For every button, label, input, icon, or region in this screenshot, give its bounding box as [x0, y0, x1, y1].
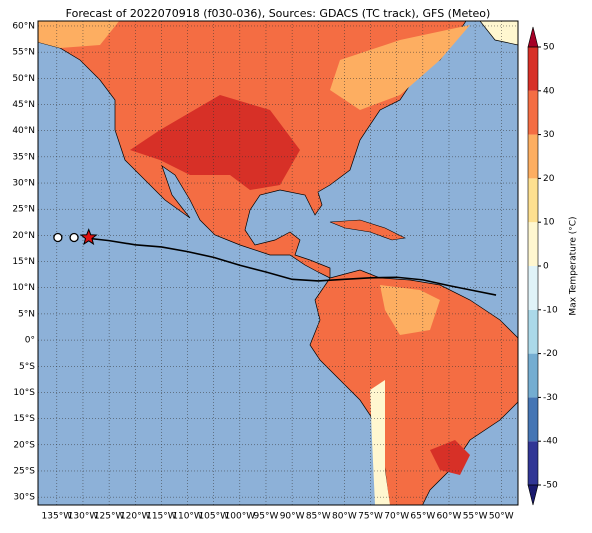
- y-tick-label: 50°N: [12, 74, 35, 84]
- y-tick-label: 0°: [25, 336, 35, 346]
- y-tick-label: 35°N: [12, 152, 35, 162]
- colorbar-tick-label: 10: [543, 218, 555, 228]
- colorbar-band: [528, 266, 538, 310]
- y-tick-label: 55°N: [12, 48, 35, 58]
- colorbar-under: [527, 484, 539, 506]
- colorbar-tick-label: 0: [543, 262, 549, 272]
- storm-track: [85, 237, 497, 296]
- colorbar-band: [528, 178, 538, 223]
- past-position: [69, 232, 79, 243]
- past-position: [53, 232, 63, 243]
- y-tick-label: 30°N: [12, 179, 35, 189]
- y-tick-label: 45°N: [12, 100, 35, 110]
- x-tick-label: 80°W: [332, 512, 357, 522]
- colorbar-band: [528, 47, 538, 91]
- x-tick-label: 95°W: [254, 512, 279, 522]
- colorbar-band: [528, 309, 538, 354]
- colorbar-tick-label: 20: [543, 174, 555, 184]
- colorbar-tick-label: -30: [543, 393, 558, 403]
- colorbar-band: [528, 397, 538, 442]
- x-tick-label: 65°W: [410, 512, 435, 522]
- y-tick-label: 5°N: [18, 309, 35, 319]
- y-tick-label: 20°S: [13, 440, 35, 450]
- land: [38, 21, 518, 505]
- x-tick-label: 90°W: [280, 512, 305, 522]
- current-position: [79, 228, 98, 246]
- colorbar-band: [528, 90, 538, 135]
- y-tick-label: 60°N: [12, 21, 35, 31]
- colorbar-band: [528, 353, 538, 398]
- y-tick-label: 20°N: [12, 231, 35, 241]
- colorbar-tick-label: -50: [543, 481, 558, 491]
- colorbar-tick-label: 30: [543, 130, 555, 140]
- y-tick-label: 15°N: [12, 257, 35, 267]
- colorbar-band: [528, 222, 538, 266]
- map-frame: [37, 20, 519, 506]
- y-tick-label: 5°S: [19, 362, 35, 372]
- x-tick-label: 120°W: [120, 512, 151, 522]
- colorbar-tick-label: -20: [543, 349, 558, 359]
- x-tick-label: 60°W: [437, 512, 462, 522]
- y-tick-label: 15°S: [13, 414, 35, 424]
- y-tick-label: 40°N: [12, 126, 35, 136]
- x-tick-label: 50°W: [489, 512, 514, 522]
- x-tick-label: 55°W: [463, 512, 488, 522]
- x-tick-label: 85°W: [306, 512, 331, 522]
- chart-title: Forecast of 2022070918 (f030-036), Sourc…: [66, 7, 491, 20]
- x-tick-label: 125°W: [94, 512, 125, 522]
- x-tick-label: 70°W: [384, 512, 409, 522]
- x-tick-label: 115°W: [146, 512, 177, 522]
- x-tick-label: 100°W: [225, 512, 256, 522]
- x-tick-label: 105°W: [198, 512, 229, 522]
- y-tick-label: 25°S: [13, 466, 35, 476]
- colorbar-tick-label: 40: [543, 86, 555, 96]
- colorbar-label: Max Temperature (°C): [569, 216, 579, 315]
- colorbar-tick-label: -10: [543, 305, 558, 315]
- colorbar-over: [527, 26, 539, 48]
- x-tick-label: 110°W: [172, 512, 203, 522]
- colorbar-band: [528, 441, 538, 485]
- y-tick-label: 30°S: [13, 493, 35, 503]
- y-tick-label: 10°N: [12, 283, 35, 293]
- y-tick-label: 25°N: [12, 205, 35, 215]
- colorbar-tick-label: -40: [543, 437, 558, 447]
- colorbar-band: [528, 134, 538, 179]
- colorbar-tick-label: 50: [543, 43, 555, 53]
- y-tick-label: 10°S: [13, 388, 35, 398]
- x-tick-label: 75°W: [358, 512, 383, 522]
- x-tick-label: 135°W: [42, 512, 73, 522]
- x-tick-label: 130°W: [68, 512, 99, 522]
